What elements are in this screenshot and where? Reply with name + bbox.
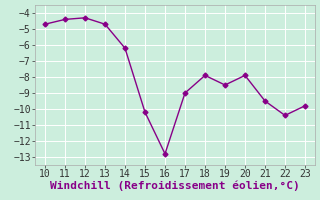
X-axis label: Windchill (Refroidissement éolien,°C): Windchill (Refroidissement éolien,°C): [50, 181, 300, 191]
